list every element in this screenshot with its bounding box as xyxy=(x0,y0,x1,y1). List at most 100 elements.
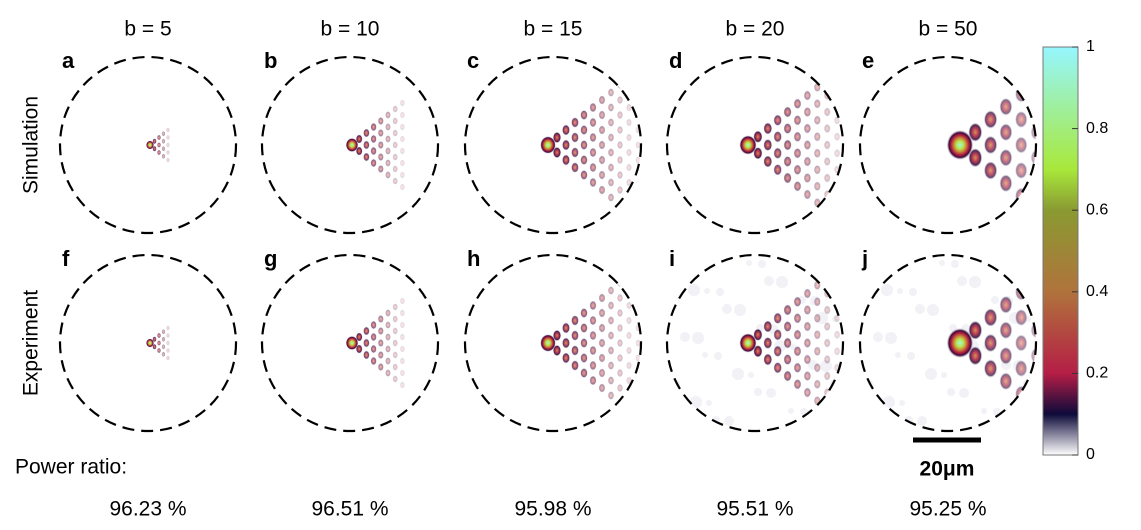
lobe xyxy=(824,107,831,116)
noise xyxy=(927,304,939,316)
lobe xyxy=(844,322,850,330)
lobe xyxy=(617,324,623,333)
lobe xyxy=(804,107,812,117)
noise xyxy=(688,284,700,296)
lobe xyxy=(844,372,850,380)
lobe xyxy=(157,135,161,141)
lobe xyxy=(834,347,841,356)
lobe xyxy=(783,139,791,150)
lobe xyxy=(635,216,641,224)
lobe xyxy=(608,301,615,310)
lobe xyxy=(783,321,791,332)
lobe xyxy=(635,96,641,104)
lobe xyxy=(844,157,850,165)
lobe xyxy=(599,383,606,392)
noise xyxy=(732,368,744,380)
lobe xyxy=(608,286,615,295)
lobe xyxy=(844,421,850,429)
lobe xyxy=(571,132,579,143)
lobe xyxy=(378,117,384,125)
lobe xyxy=(635,279,641,287)
lobe xyxy=(804,189,812,199)
lobe xyxy=(378,363,384,371)
lobe xyxy=(1030,398,1042,415)
lobe xyxy=(370,147,376,156)
lobe xyxy=(608,103,615,112)
lobe xyxy=(589,346,596,356)
lobe xyxy=(804,371,812,381)
lobe xyxy=(571,330,579,341)
lobe xyxy=(385,111,391,119)
lobe xyxy=(834,66,841,75)
lobe xyxy=(589,316,596,326)
lobe xyxy=(1030,200,1042,217)
noise xyxy=(883,396,895,408)
lobe xyxy=(400,159,405,166)
lobe xyxy=(814,379,821,389)
lobe xyxy=(608,361,615,370)
lobe xyxy=(562,352,570,363)
noise xyxy=(875,268,885,278)
lobe xyxy=(783,123,791,134)
lobe xyxy=(834,99,841,108)
lobe xyxy=(599,353,606,362)
lobe xyxy=(400,369,405,376)
scale-bar-label: 20μm xyxy=(920,458,975,481)
lobe xyxy=(378,129,384,137)
lobe xyxy=(608,163,615,172)
lobe xyxy=(834,132,841,141)
lobe xyxy=(635,264,641,272)
noise xyxy=(957,276,967,286)
lobe xyxy=(635,156,641,164)
lobe xyxy=(392,105,398,113)
lobe xyxy=(794,131,802,142)
noise xyxy=(951,260,959,268)
lobe xyxy=(834,215,841,224)
lobe xyxy=(794,379,802,390)
lobe xyxy=(783,337,791,348)
noise xyxy=(734,304,746,316)
lobe xyxy=(794,164,802,175)
lobe xyxy=(814,363,821,373)
lobe xyxy=(824,404,831,413)
lobe xyxy=(844,75,850,83)
lobe xyxy=(162,344,166,349)
lobe xyxy=(1030,124,1042,141)
noise xyxy=(1011,424,1023,436)
lobe xyxy=(834,281,841,290)
lobe xyxy=(626,208,632,216)
noise xyxy=(690,396,702,408)
noise xyxy=(702,352,708,358)
main-lobe xyxy=(146,339,154,348)
lobe xyxy=(400,321,405,328)
lobe xyxy=(1030,175,1042,192)
lobe xyxy=(370,123,376,132)
lobe xyxy=(804,123,812,133)
lobe xyxy=(794,181,802,192)
lobe xyxy=(363,141,370,150)
lobe xyxy=(166,135,170,140)
lobe xyxy=(814,165,821,175)
lobe xyxy=(1015,162,1028,180)
lobe xyxy=(617,369,623,378)
lobe xyxy=(363,351,370,360)
noise xyxy=(999,424,1009,434)
lobe xyxy=(589,118,596,128)
noise xyxy=(766,388,776,398)
lobe xyxy=(599,308,606,317)
lobe xyxy=(400,357,405,364)
lobe xyxy=(363,339,370,348)
lobe xyxy=(571,147,579,158)
lobe xyxy=(626,406,632,414)
lobe xyxy=(363,327,370,336)
lobe xyxy=(763,155,772,167)
lobe xyxy=(392,375,398,383)
noise xyxy=(680,332,690,342)
lobe xyxy=(834,198,841,207)
noise xyxy=(764,276,774,286)
lobe xyxy=(392,315,398,323)
lobe xyxy=(844,58,850,66)
lobe xyxy=(844,405,850,413)
noise xyxy=(907,352,915,360)
lobe xyxy=(814,132,821,142)
